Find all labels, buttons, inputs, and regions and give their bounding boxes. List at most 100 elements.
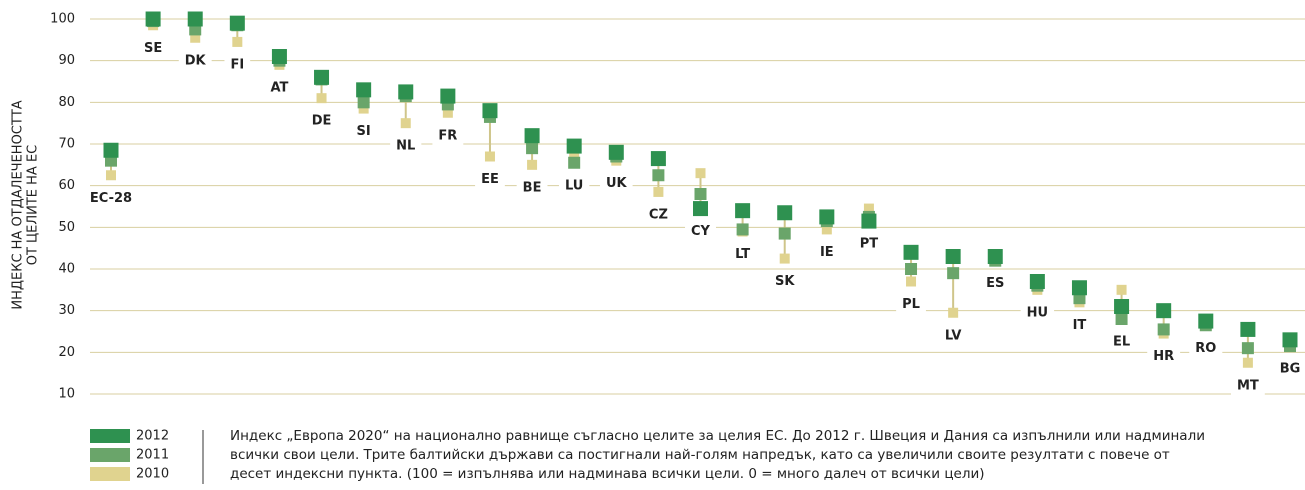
y-tick-label: 90: [58, 53, 75, 68]
label-bg: [1020, 303, 1055, 322]
dot: [271, 49, 287, 64]
dot: [1115, 313, 1128, 325]
label-bg: [1106, 333, 1137, 351]
dot: [358, 103, 369, 114]
label-bg: [224, 55, 251, 74]
dot: [103, 142, 119, 158]
dot: [1029, 274, 1045, 289]
label-bg: [642, 205, 674, 224]
dot: [190, 32, 201, 43]
dot: [779, 253, 790, 264]
y-tick-label: 100: [50, 12, 75, 27]
category-label: LT: [735, 247, 750, 262]
dot: [527, 159, 538, 170]
category-label: PT: [860, 237, 879, 252]
category-label: BG: [1280, 362, 1301, 377]
note-line: десет индексни пункта. (100 = изпълнява …: [230, 466, 985, 482]
dot: [1240, 321, 1256, 337]
category-label: EE: [481, 172, 499, 187]
label-bg: [768, 272, 801, 291]
dot: [906, 276, 917, 287]
legend-label: 2010: [136, 467, 169, 482]
category-label: PL: [902, 297, 920, 312]
legend-swatch: [90, 467, 130, 481]
dot: [314, 69, 330, 85]
dot: [398, 84, 414, 100]
dot: [1114, 299, 1130, 314]
category-label: SK: [775, 274, 795, 289]
category-label: EC-28: [90, 191, 132, 206]
dot: [652, 169, 665, 182]
y-tick-label: 10: [58, 387, 75, 402]
dot: [1241, 342, 1254, 355]
category-label: EL: [1113, 335, 1130, 350]
category-label: AT: [270, 80, 288, 95]
category-label: BE: [523, 180, 542, 195]
dot: [145, 11, 161, 27]
label-bg: [305, 112, 338, 131]
label-bg: [432, 126, 464, 145]
dot: [526, 142, 539, 155]
label-bg: [980, 274, 1011, 293]
dot: [777, 205, 793, 221]
label-bg: [475, 170, 505, 189]
y-tick-label: 20: [58, 345, 75, 360]
label-bg: [599, 174, 633, 193]
legend-label: 2012: [136, 429, 169, 444]
y-tick-label: 30: [58, 303, 75, 318]
dot: [819, 209, 835, 225]
category-label: SI: [357, 124, 371, 139]
dot: [903, 244, 919, 260]
dot: [187, 11, 203, 27]
dot: [1198, 313, 1214, 329]
dot: [694, 188, 707, 200]
category-label: FI: [230, 57, 244, 72]
label-bg: [1189, 339, 1223, 358]
category-label: CY: [691, 224, 711, 239]
dot: [189, 23, 202, 36]
y-axis-title: ИНДЕКС НА ОТДАЛЕЧЕНОСТТА ОТ ЦЕЛИТЕ НА ЕС: [11, 100, 41, 309]
label-bg: [813, 243, 840, 262]
category-label: IT: [1073, 318, 1087, 333]
legend-swatch: [90, 429, 130, 443]
category-label: ES: [986, 276, 1004, 291]
label-bg: [853, 235, 885, 254]
label-bg: [938, 326, 968, 345]
dot: [653, 186, 664, 197]
category-label: LV: [945, 328, 962, 343]
category-label: RO: [1195, 341, 1216, 356]
category-label: HU: [1027, 305, 1048, 320]
category-label: CZ: [649, 207, 668, 222]
legend-label: 2011: [136, 448, 169, 463]
dot: [524, 128, 540, 144]
label-bg: [264, 78, 295, 97]
y-tick-label: 60: [58, 178, 75, 193]
category-label: DE: [312, 114, 332, 129]
dot: [948, 307, 959, 318]
label-bg: [558, 176, 590, 195]
dot: [566, 138, 582, 154]
dot: [440, 88, 456, 104]
dot: [1116, 284, 1127, 295]
label-bg: [729, 245, 757, 264]
dot: [1157, 323, 1170, 336]
label-bg: [350, 122, 377, 141]
category-label: IE: [820, 245, 834, 260]
dot: [357, 96, 370, 109]
dot: [650, 151, 666, 167]
category-label: NL: [396, 139, 415, 154]
y-tick-label: 40: [58, 262, 75, 277]
label-bg: [178, 51, 212, 70]
dot: [863, 203, 874, 214]
note-line: всички свои цели. Трите балтийски държав…: [230, 447, 1170, 463]
dot: [568, 156, 581, 169]
category-label: DK: [185, 53, 207, 68]
label-bg: [390, 137, 422, 156]
label-bg: [1273, 360, 1305, 379]
dot: [1242, 357, 1253, 368]
label-bg: [137, 39, 169, 58]
legend-swatch: [90, 448, 130, 462]
dot: [1282, 332, 1298, 348]
dot: [232, 36, 243, 47]
